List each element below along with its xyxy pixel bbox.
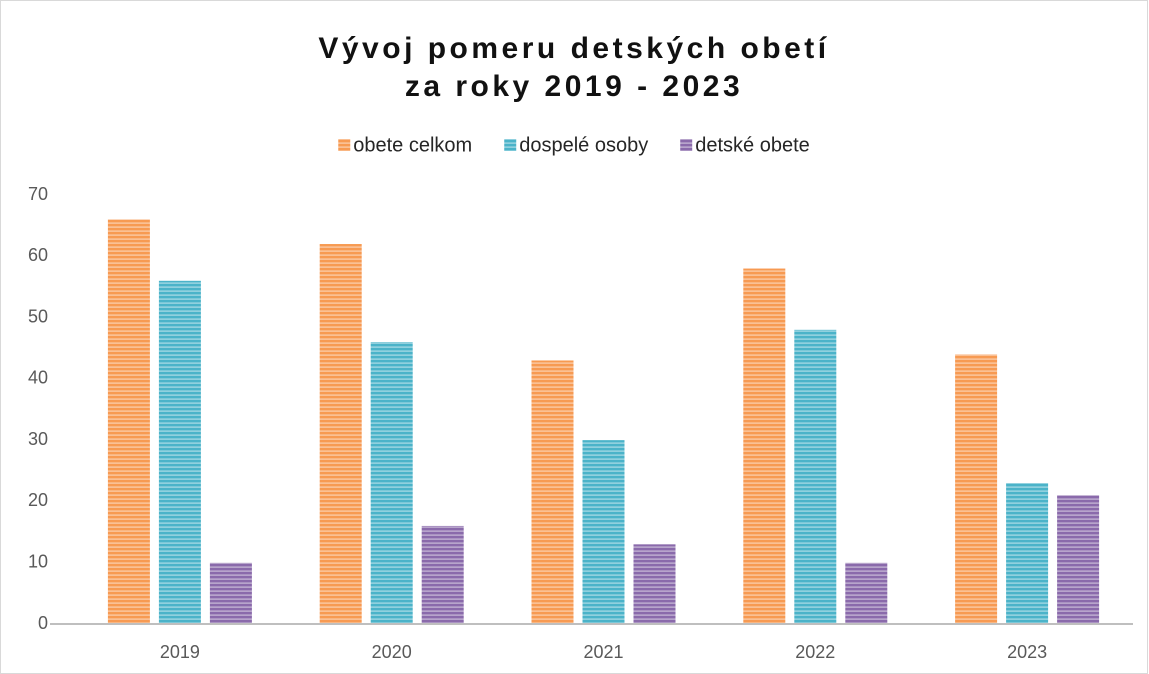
x-tick-label: 2023	[1007, 642, 1047, 662]
x-tick-label: 2021	[583, 642, 623, 662]
bar	[1006, 483, 1049, 624]
bar	[209, 562, 252, 624]
chart-title: Vývoj pomeru detských obetí	[318, 32, 829, 65]
legend: obete celkom dospelé osoby detské obete	[338, 134, 810, 156]
bar	[582, 440, 625, 624]
y-tick-label: 60	[28, 245, 48, 265]
bar	[794, 329, 837, 624]
legend-label: dospelé osoby	[519, 134, 648, 156]
legend-label: detské obete	[695, 134, 810, 156]
bar	[845, 562, 888, 624]
bar	[370, 342, 413, 624]
bar	[743, 268, 786, 624]
legend-swatch	[504, 139, 517, 151]
bar	[1057, 495, 1100, 624]
bar	[107, 219, 150, 624]
bar	[633, 544, 676, 624]
y-tick-label: 30	[28, 429, 48, 449]
chart-title: za roky 2019 - 2023	[405, 70, 743, 103]
y-tick-label: 20	[28, 490, 48, 510]
legend-swatch	[680, 139, 693, 151]
x-tick-label: 2019	[160, 642, 200, 662]
y-tick-label: 40	[28, 368, 48, 388]
bar	[319, 244, 362, 624]
bar	[158, 280, 201, 624]
y-tick-label: 70	[28, 184, 48, 204]
bar	[421, 525, 464, 624]
x-tick-label: 2020	[372, 642, 412, 662]
x-tick-label: 2022	[795, 642, 835, 662]
y-tick-label: 50	[28, 306, 48, 326]
legend-label: obete celkom	[353, 134, 472, 156]
bar	[531, 360, 574, 624]
bar	[955, 354, 998, 624]
legend-swatch	[338, 139, 351, 151]
y-tick-label: 0	[38, 613, 48, 633]
y-tick-label: 10	[28, 551, 48, 571]
